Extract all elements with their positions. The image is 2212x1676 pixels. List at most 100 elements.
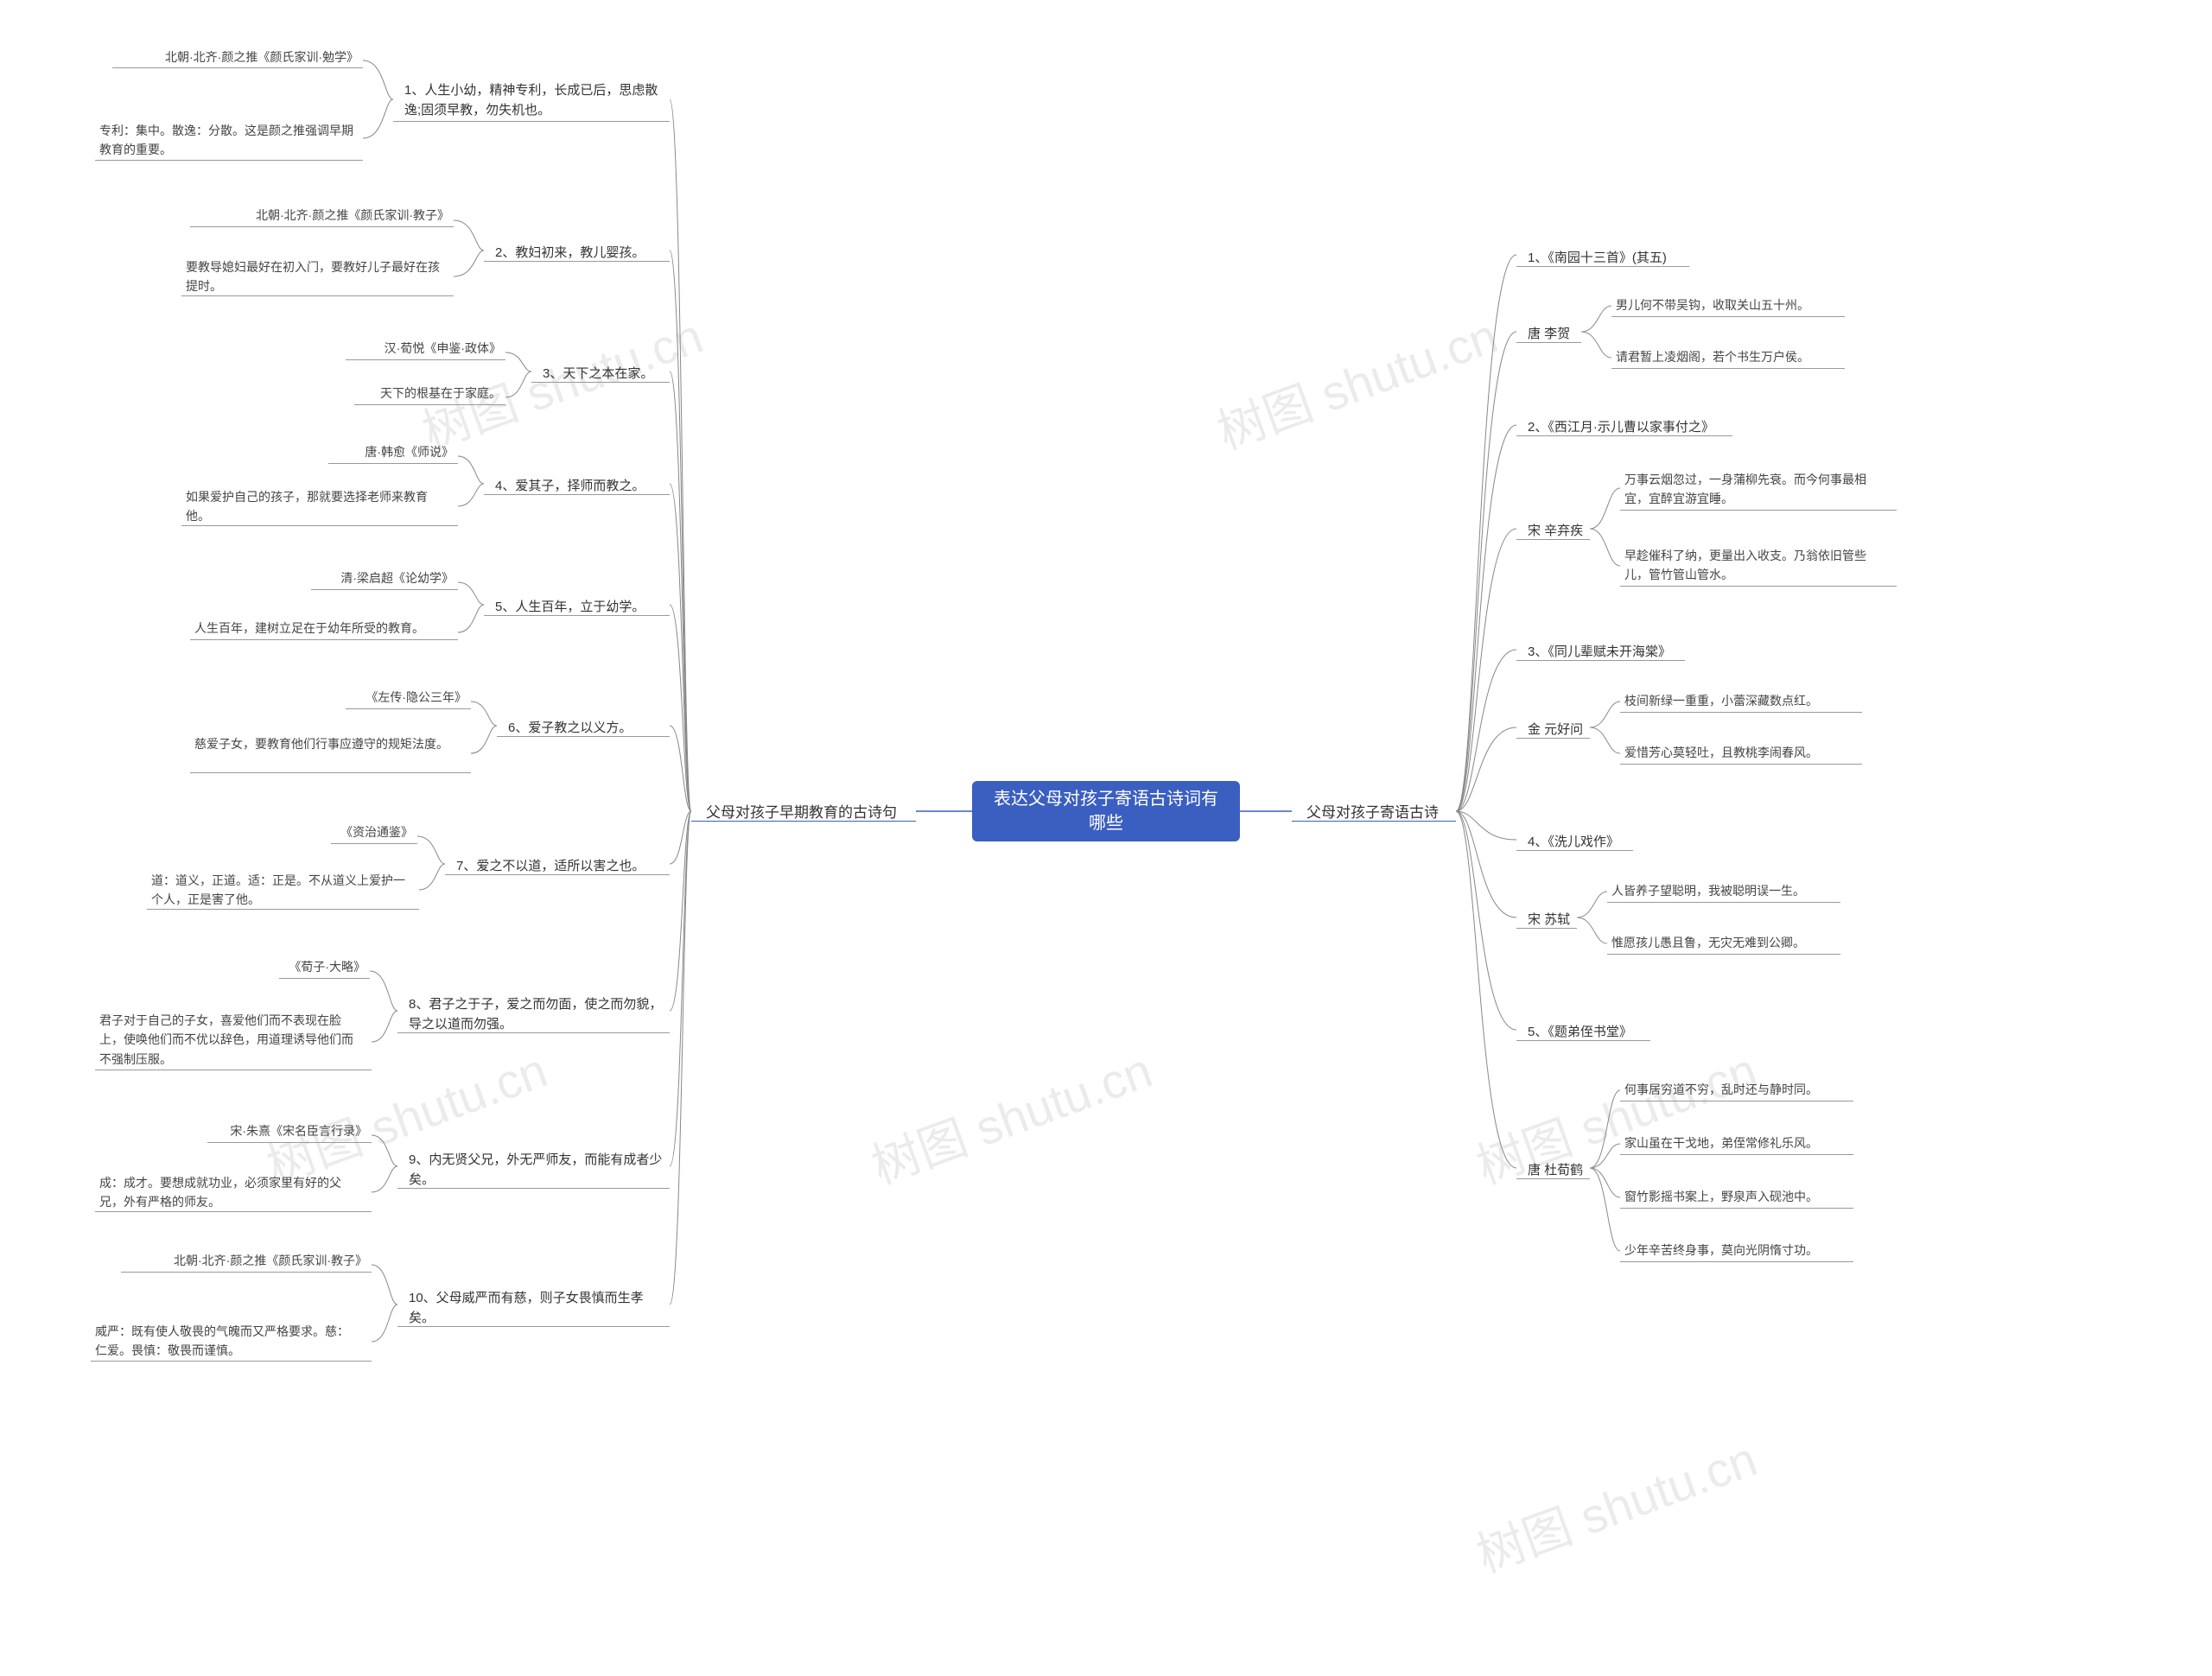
left-item-3-leaf-1: 汉·荀悦《申鉴·政体》 bbox=[350, 339, 501, 358]
item-underline bbox=[445, 874, 670, 875]
left-item-7: 7、爱之不以道，适所以害之也。 bbox=[449, 854, 652, 880]
item-underline bbox=[1516, 660, 1685, 661]
left-item-5: 5、人生百年，立于幼学。 bbox=[488, 594, 652, 621]
right-item-5-author: 唐 杜荀鹤 bbox=[1521, 1158, 1590, 1184]
right-item-4-line-2: 惟愿孩儿愚且鲁，无灾无难到公卿。 bbox=[1611, 933, 1805, 952]
item-underline bbox=[397, 1032, 670, 1033]
item-underline bbox=[1611, 368, 1845, 369]
left-item-3-leaf-2: 天下的根基在于家庭。 bbox=[359, 384, 501, 403]
item-underline bbox=[207, 1142, 372, 1143]
item-underline bbox=[181, 295, 454, 296]
right-branch-label: 父母对孩子寄语古诗 bbox=[1296, 795, 1449, 827]
item-underline bbox=[397, 1326, 670, 1327]
item-underline bbox=[1607, 902, 1840, 903]
right-item-1-line-1: 男儿何不带吴钩，收取关山五十州。 bbox=[1616, 295, 1809, 314]
right-item-3-line-2: 爱惜芳心莫轻吐，且教桃李闹春风。 bbox=[1624, 743, 1818, 762]
right-item-3-author: 金 元好问 bbox=[1521, 717, 1590, 744]
right-item-3-title: 3、《同儿辈赋未开海棠》 bbox=[1521, 639, 1678, 666]
item-underline bbox=[1620, 1154, 1853, 1155]
left-item-6-leaf-2: 慈爱子女，要教育他们行事应遵守的规矩法度。 bbox=[194, 734, 454, 753]
right-item-5-line-3: 窗竹影摇书案上，野泉声入砚池中。 bbox=[1624, 1187, 1818, 1206]
watermark: 树图 shutu.cn bbox=[861, 1032, 1160, 1197]
left-item-3: 3、天下之本在家。 bbox=[536, 361, 660, 388]
left-item-6: 6、爱子教之以义方。 bbox=[501, 715, 639, 742]
watermark: 树图 shutu.cn bbox=[1465, 1032, 1765, 1197]
left-item-2-leaf-1: 北朝·北齐·颜之推《颜氏家训·教子》 bbox=[194, 206, 449, 225]
left-item-2: 2、教妇初来，教儿婴孩。 bbox=[488, 240, 652, 267]
left-item-8: 8、君子之于子，爱之而勿面，使之而勿貌，导之以道而勿强。 bbox=[402, 992, 670, 1038]
item-underline bbox=[346, 708, 471, 709]
left-item-9-leaf-1: 宋·朱熹《宋名臣言行录》 bbox=[212, 1121, 367, 1140]
center-node: 表达父母对孩子寄语古诗词有哪些 bbox=[972, 781, 1240, 841]
right-item-1-title: 1、《南园十三首》(其五) bbox=[1521, 245, 1674, 272]
left-item-4: 4、爱其子，择师而教之。 bbox=[488, 473, 652, 500]
branch-underline bbox=[1292, 821, 1456, 822]
item-underline bbox=[190, 772, 471, 773]
right-item-4-title: 4、《洗儿戏作》 bbox=[1521, 829, 1626, 856]
left-item-9-leaf-2: 成：成才。要想成就功业，必须家里有好的父兄，外有严格的师友。 bbox=[99, 1173, 359, 1212]
item-underline bbox=[1516, 1178, 1590, 1179]
left-item-9: 9、内无贤父兄，外无严师友，而能有成者少矣。 bbox=[402, 1147, 670, 1193]
item-underline bbox=[1620, 510, 1897, 511]
left-item-1-leaf-2: 专利：集中。散逸：分散。这是颜之推强调早期教育的重要。 bbox=[99, 121, 359, 160]
left-item-7-leaf-2: 道：道义，正道。适：正是。不从道义上爱护一个人，正是害了他。 bbox=[151, 871, 410, 910]
item-underline bbox=[279, 978, 370, 979]
item-underline bbox=[121, 1272, 372, 1273]
left-item-10-leaf-1: 北朝·北齐·颜之推《颜氏家训·教子》 bbox=[125, 1251, 367, 1270]
item-underline bbox=[531, 382, 670, 383]
right-item-2-line-2: 早趁催科了纳，更量出入收支。乃翁依旧管些儿，管竹管山管水。 bbox=[1624, 546, 1884, 585]
right-item-4-line-1: 人皆养子望聪明，我被聪明误一生。 bbox=[1611, 881, 1805, 900]
item-underline bbox=[397, 1188, 670, 1189]
item-underline bbox=[95, 1211, 372, 1212]
right-item-2-line-1: 万事云烟忽过，一身蒲柳先衰。而今何事最相宜，宜醉宜游宜睡。 bbox=[1624, 470, 1884, 509]
item-underline bbox=[1516, 850, 1633, 851]
right-item-3-line-1: 枝间新绿一重重，小蕾深藏数点红。 bbox=[1624, 691, 1818, 710]
left-branch-label: 父母对孩子早期教育的古诗句 bbox=[696, 795, 907, 827]
item-underline bbox=[1607, 954, 1840, 955]
item-underline bbox=[354, 404, 505, 405]
item-underline bbox=[1620, 764, 1862, 765]
item-underline bbox=[95, 160, 363, 161]
right-item-4-author: 宋 苏轼 bbox=[1521, 907, 1577, 934]
left-item-6-leaf-1: 《左传·隐公三年》 bbox=[350, 688, 467, 707]
left-item-1: 1、人生小幼，精神专利，长成已后，思虑散逸;固须早教，勿失机也。 bbox=[397, 78, 665, 124]
item-underline bbox=[1516, 1040, 1650, 1041]
right-item-5-line-4: 少年辛苦终身事，莫向光阴惰寸功。 bbox=[1624, 1241, 1818, 1260]
item-underline bbox=[393, 121, 670, 122]
item-underline bbox=[1620, 1261, 1853, 1262]
item-underline bbox=[484, 615, 670, 616]
item-underline bbox=[1516, 342, 1581, 343]
left-item-4-leaf-2: 如果爱护自己的孩子，那就要选择老师来教育他。 bbox=[186, 487, 445, 526]
item-underline bbox=[346, 359, 505, 360]
item-underline bbox=[1620, 712, 1862, 713]
right-item-5-line-1: 何事居穷道不穷，乱时还与静时同。 bbox=[1624, 1080, 1818, 1099]
right-item-1-line-2: 请君暂上凌烟阁，若个书生万户侯。 bbox=[1616, 347, 1809, 366]
left-item-8-leaf-1: 《荀子·大略》 bbox=[283, 957, 365, 976]
item-underline bbox=[497, 736, 670, 737]
item-underline bbox=[190, 639, 458, 640]
watermark: 树图 shutu.cn bbox=[1465, 1420, 1765, 1586]
item-underline bbox=[311, 589, 458, 590]
watermark: 树图 shutu.cn bbox=[1206, 297, 1506, 463]
branch-underline bbox=[691, 821, 916, 822]
item-underline bbox=[190, 226, 454, 227]
item-underline bbox=[1611, 316, 1845, 317]
left-item-8-leaf-2: 君子对于自己的子女，喜爱他们而不表现在脸上，使唤他们而不优以辞色，用道理诱导他们… bbox=[99, 1011, 359, 1069]
item-underline bbox=[112, 67, 363, 68]
right-item-5-title: 5、《题弟侄书堂》 bbox=[1521, 1019, 1639, 1046]
item-underline bbox=[328, 463, 458, 464]
item-underline bbox=[1620, 586, 1897, 587]
left-item-4-leaf-1: 唐·韩愈《师说》 bbox=[333, 442, 454, 461]
left-item-10-leaf-2: 威严：既有使人敬畏的气魄而又严格要求。慈：仁爱。畏慎：敬畏而谨慎。 bbox=[95, 1322, 354, 1361]
item-underline bbox=[1516, 266, 1689, 267]
right-item-5-line-2: 家山虽在干戈地，弟侄常修礼乐风。 bbox=[1624, 1133, 1818, 1152]
item-underline bbox=[147, 909, 419, 910]
left-item-1-leaf-1: 北朝·北齐·颜之推《颜氏家训·勉学》 bbox=[117, 48, 359, 67]
right-item-2-title: 2、《西江月·示儿曹以家事付之》 bbox=[1521, 415, 1721, 441]
item-underline bbox=[1516, 738, 1590, 739]
item-underline bbox=[331, 843, 417, 844]
left-item-2-leaf-2: 要教导媳妇最好在初入门，要教好儿子最好在孩提时。 bbox=[186, 257, 445, 296]
left-item-7-leaf-1: 《资治通鉴》 bbox=[335, 822, 413, 841]
item-underline bbox=[1516, 539, 1590, 540]
right-item-1-author: 唐 李贺 bbox=[1521, 321, 1577, 348]
